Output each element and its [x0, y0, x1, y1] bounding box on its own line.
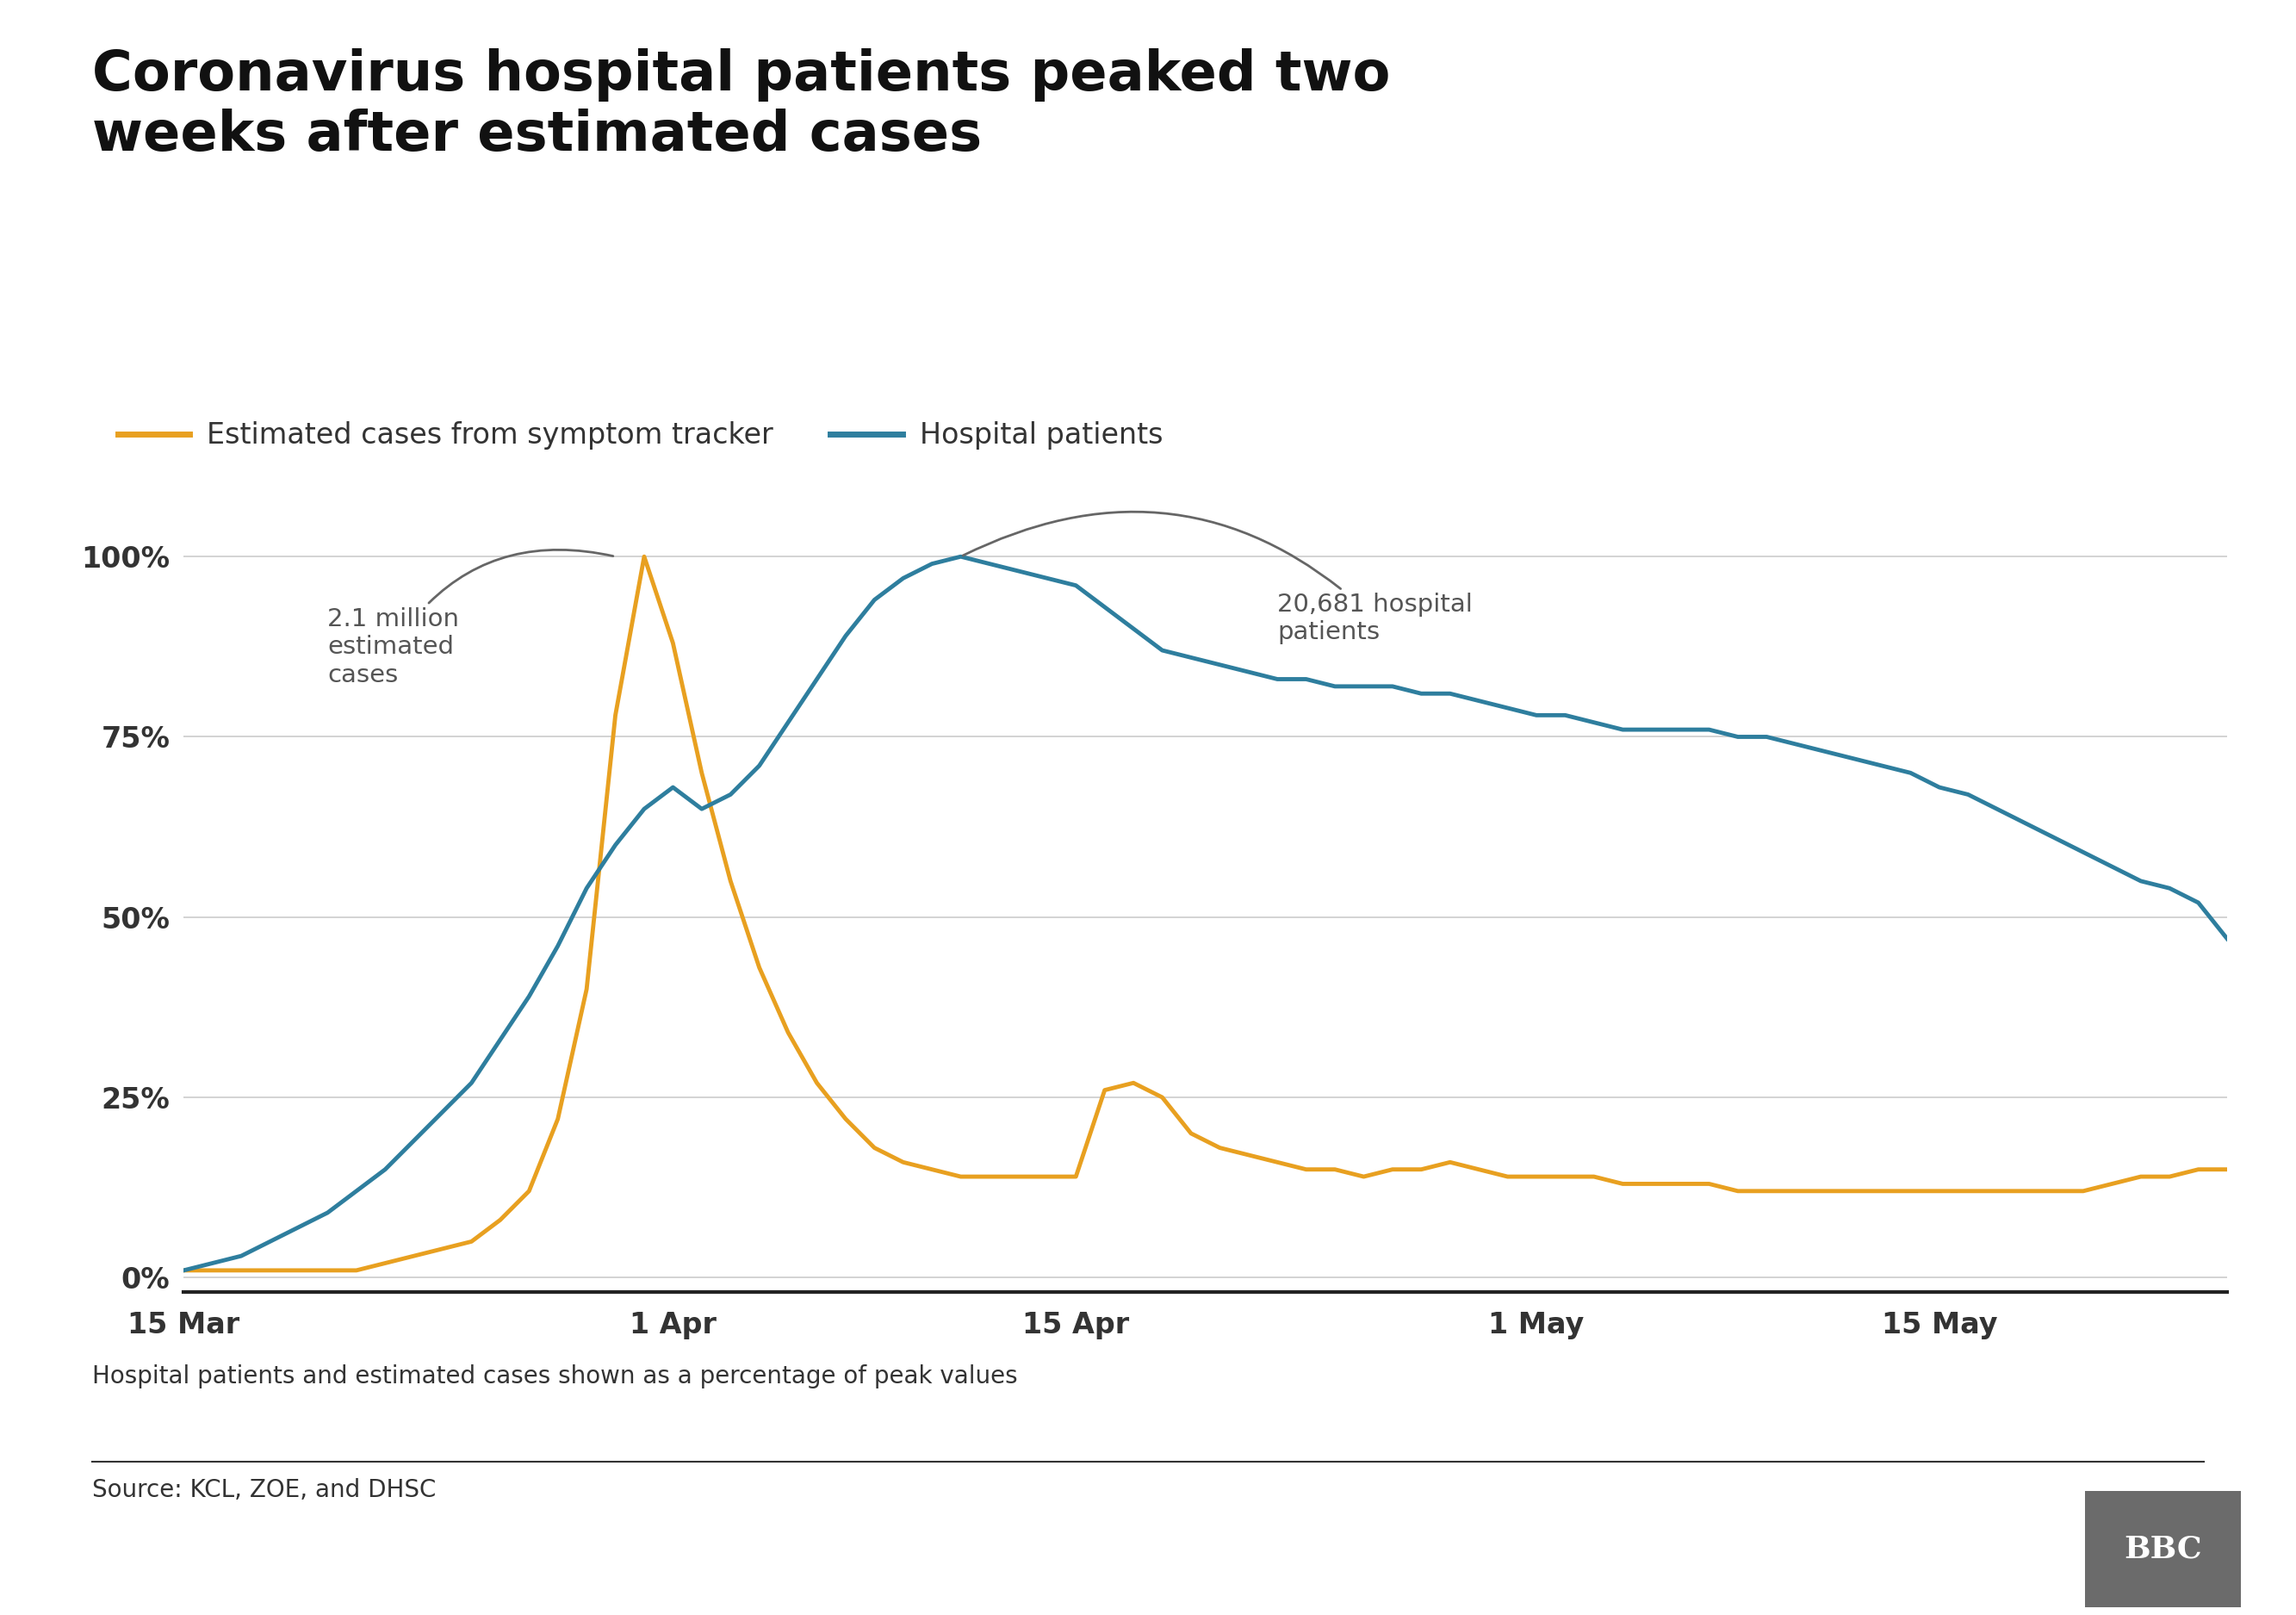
- Text: Source: KCL, ZOE, and DHSC: Source: KCL, ZOE, and DHSC: [92, 1478, 436, 1502]
- Text: Hospital patients and estimated cases shown as a percentage of peak values: Hospital patients and estimated cases sh…: [92, 1365, 1017, 1389]
- Text: 2.1 million
estimated
cases: 2.1 million estimated cases: [328, 549, 613, 686]
- Text: BBC: BBC: [2124, 1534, 2202, 1563]
- Legend: Estimated cases from symptom tracker, Hospital patients: Estimated cases from symptom tracker, Ho…: [106, 410, 1173, 462]
- Text: 20,681 hospital
patients: 20,681 hospital patients: [962, 512, 1472, 644]
- Text: Coronavirus hospital patients peaked two
weeks after estimated cases: Coronavirus hospital patients peaked two…: [92, 48, 1389, 162]
